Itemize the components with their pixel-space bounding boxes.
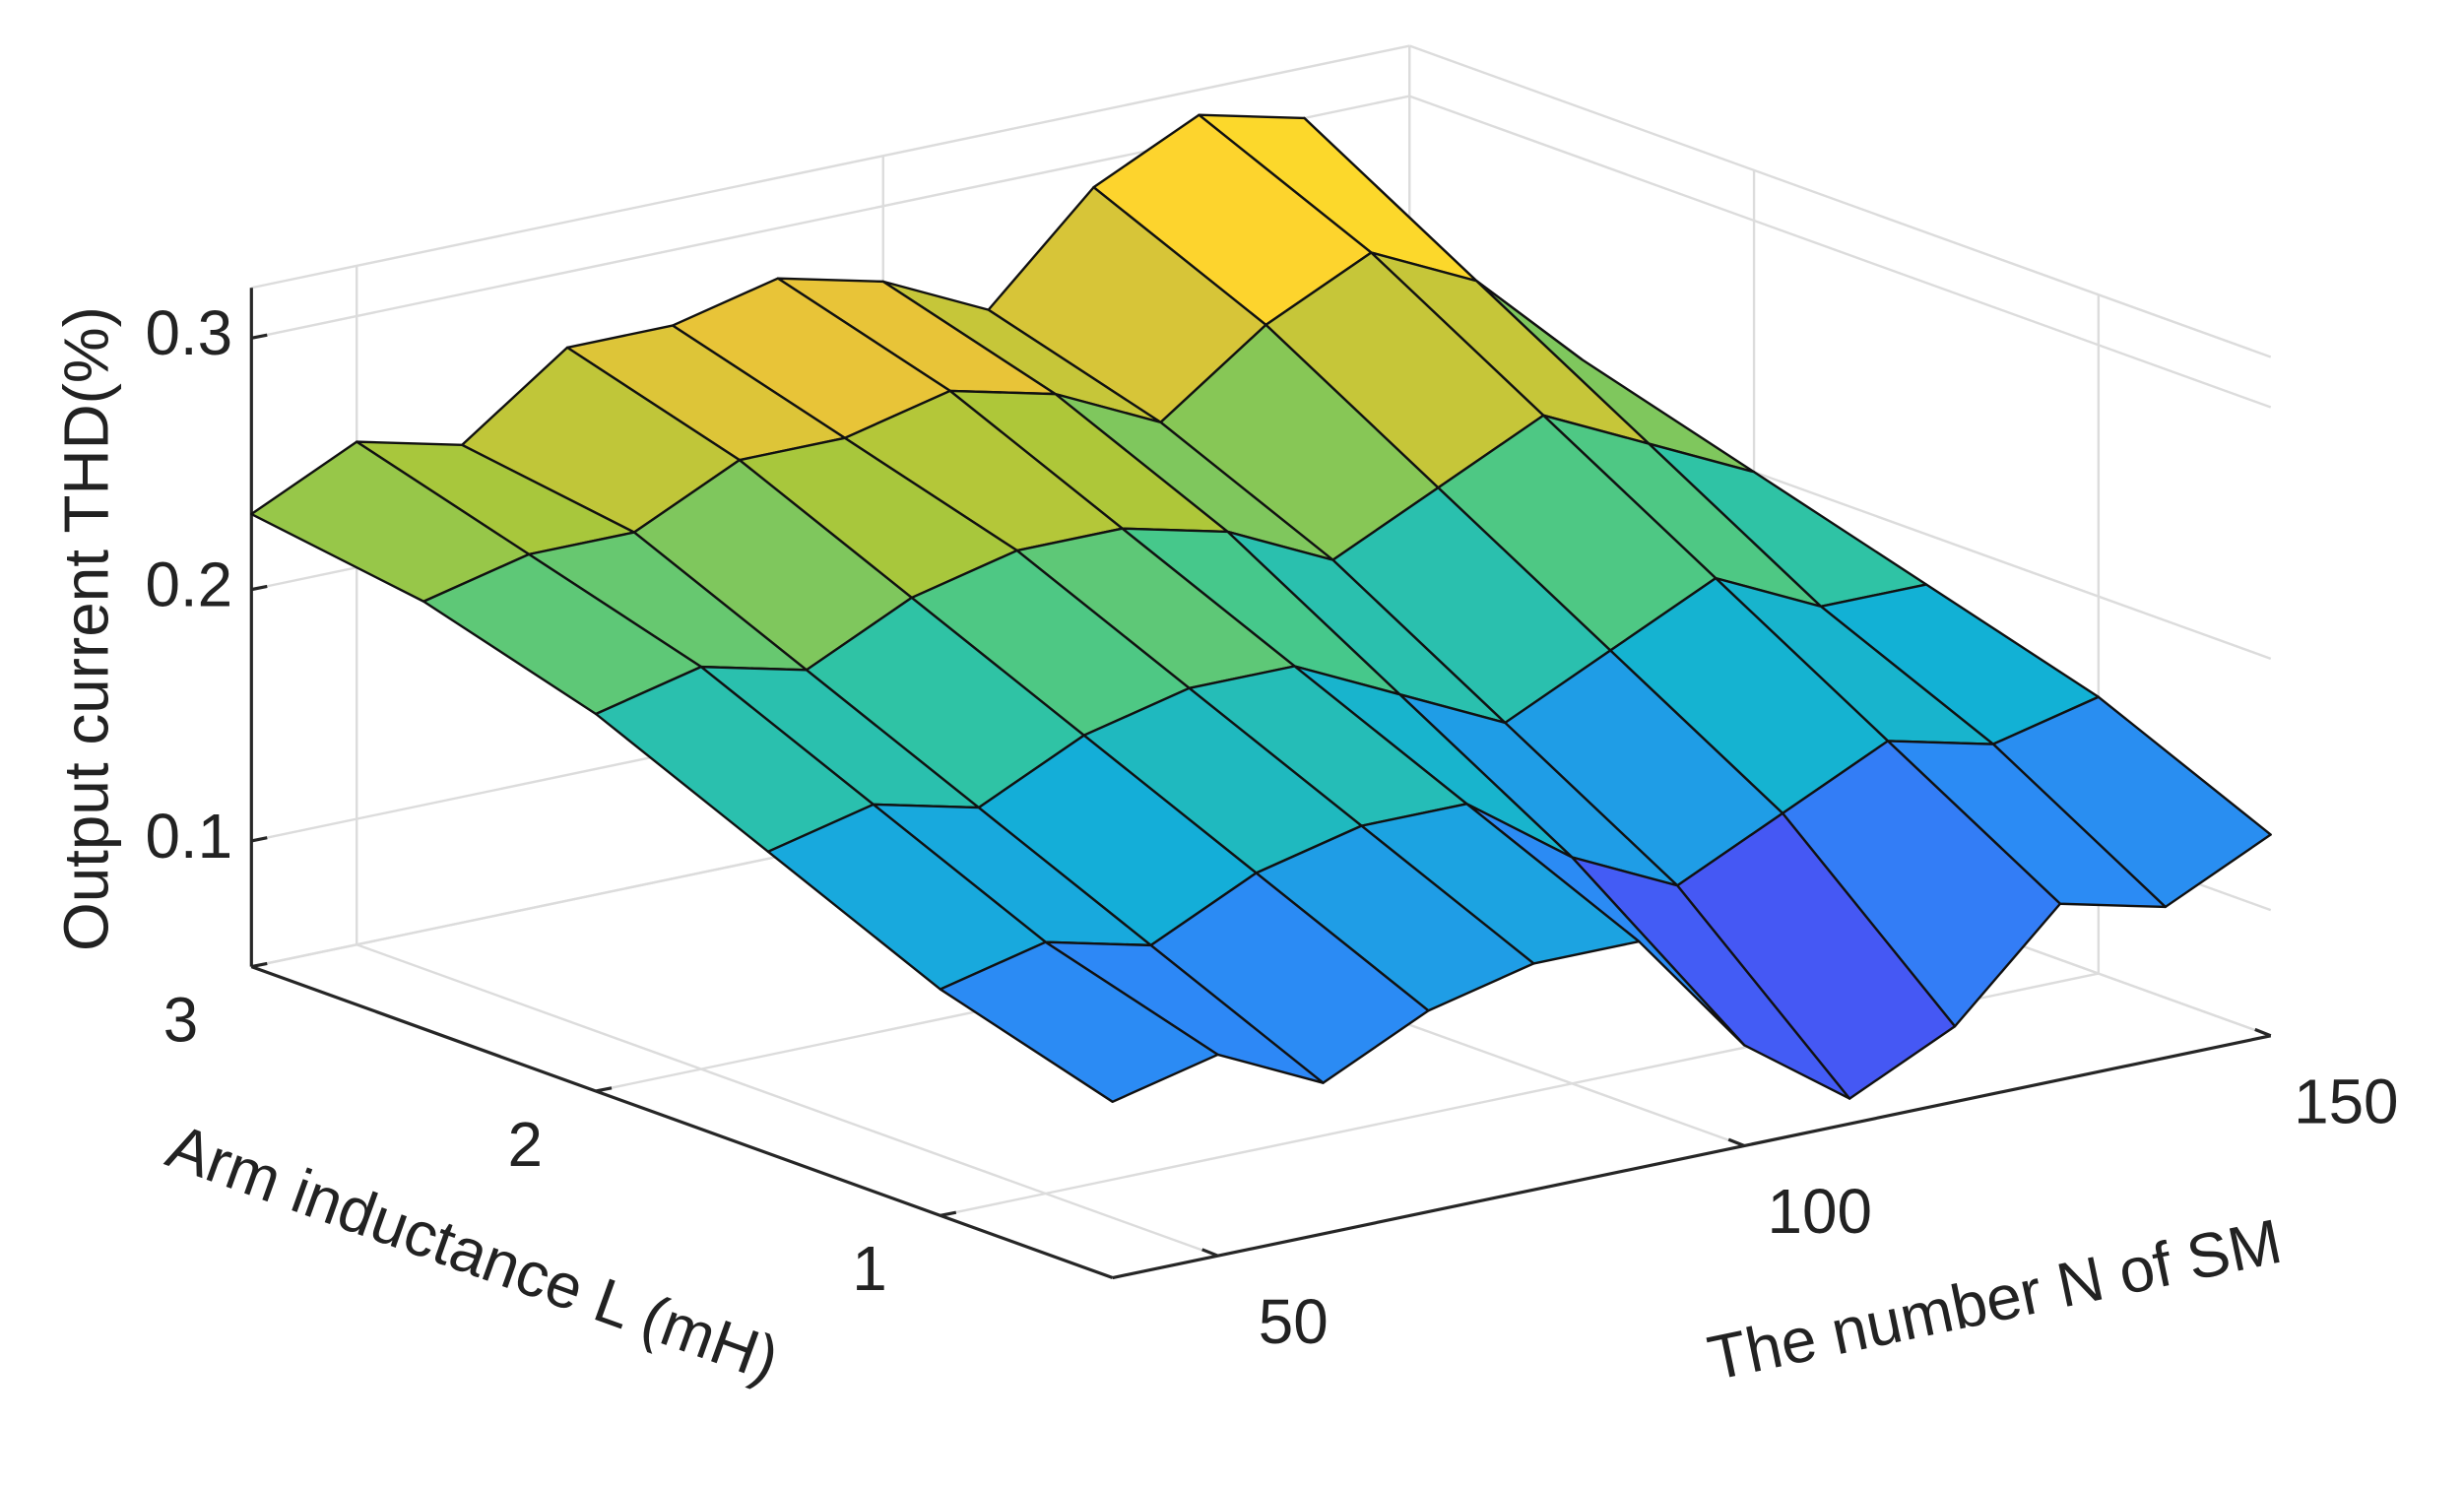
z-tick-label: 0.1	[145, 801, 232, 872]
y-tick	[940, 1210, 957, 1217]
y-tick-label: 1	[852, 1233, 887, 1304]
x-tick	[1201, 1248, 1219, 1258]
box-edge	[1408, 44, 2272, 358]
y-tick-label: 2	[508, 1109, 544, 1180]
z-axis-label: Output current THD(%)	[50, 306, 121, 951]
z-tick	[250, 333, 268, 340]
z-tick	[250, 836, 268, 843]
x-tick-label: 100	[1768, 1176, 1872, 1247]
x-tick-label: 150	[2294, 1066, 2398, 1136]
surface-patch	[939, 940, 1219, 1104]
y-tick-label: 3	[163, 984, 199, 1055]
y-tick	[595, 1086, 613, 1093]
z-tick-label: 0.2	[145, 549, 232, 619]
grid-line	[1408, 95, 2272, 409]
z-tick	[250, 584, 268, 592]
box-edge	[251, 44, 1410, 290]
y-axis	[250, 965, 1114, 1280]
z-tick-label: 0.3	[145, 297, 232, 368]
x-tick	[2254, 1027, 2272, 1038]
x-axis	[1112, 1034, 2272, 1280]
y-tick	[250, 961, 268, 969]
x-tick	[1727, 1137, 1745, 1147]
y-axis-label: Arm inductance L (mH)	[159, 1110, 788, 1394]
grid-line	[356, 943, 1219, 1258]
x-tick-label: 50	[1259, 1286, 1329, 1357]
